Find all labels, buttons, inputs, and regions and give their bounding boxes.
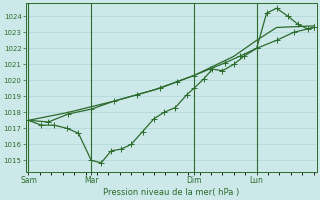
X-axis label: Pression niveau de la mer( hPa ): Pression niveau de la mer( hPa ) <box>103 188 239 197</box>
